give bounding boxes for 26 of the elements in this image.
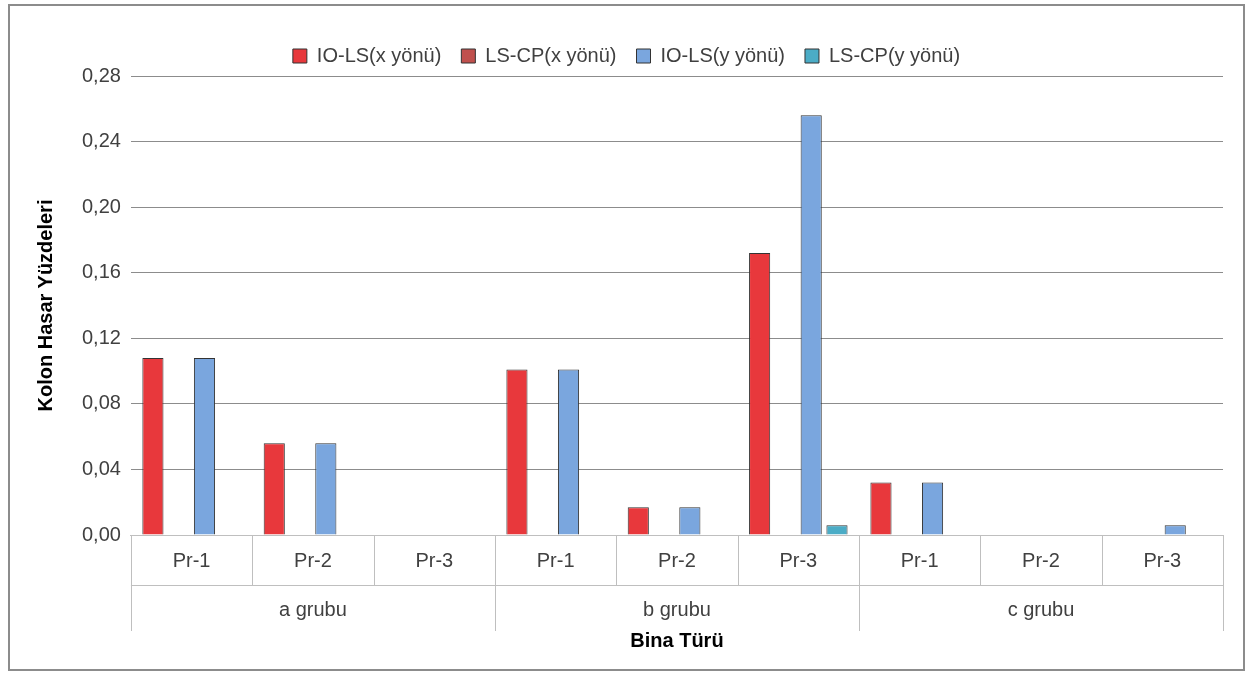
y-tick-label: 0,08 [81, 391, 121, 414]
y-axis-title: Kolon Hasar Yüzdeleri [33, 199, 56, 412]
legend-label: LS-CP(x yönü) [485, 43, 617, 66]
text: a grubu [279, 597, 347, 620]
x-tick-label: Pr-2 [1022, 548, 1060, 571]
y-tick-label: 0,28 [81, 63, 121, 86]
legend-label: IO-LS(y yönü) [660, 43, 785, 66]
x-axis-title: Bina Türü [630, 628, 724, 651]
x-tick-label: Pr-3 [1143, 548, 1182, 571]
text: c grubu [1007, 597, 1075, 620]
y-tick-label: 0,20 [81, 194, 121, 217]
x-tick-label: Pr-3 [415, 548, 454, 571]
x-tick-label: Pr-1 [536, 548, 575, 571]
y-tick-label: 0,00 [81, 522, 121, 545]
legend-label: IO-LS(x yönü) [316, 43, 442, 66]
legend-label: LS-CP(y yönü) [828, 43, 961, 66]
x-tick-label: Pr-1 [172, 548, 211, 571]
y-tick-label: 0,24 [81, 129, 121, 152]
x-tick-label: Pr-2 [658, 548, 696, 571]
x-tick-label: Pr-3 [779, 548, 818, 571]
x-tick-label: Pr-2 [294, 548, 332, 571]
text: b grubu [643, 597, 711, 620]
y-tick-label: 0,04 [81, 456, 121, 479]
x-tick-label: Pr-1 [900, 548, 939, 571]
y-tick-label: 0,16 [81, 260, 121, 283]
y-tick-label: 0,12 [81, 325, 121, 348]
